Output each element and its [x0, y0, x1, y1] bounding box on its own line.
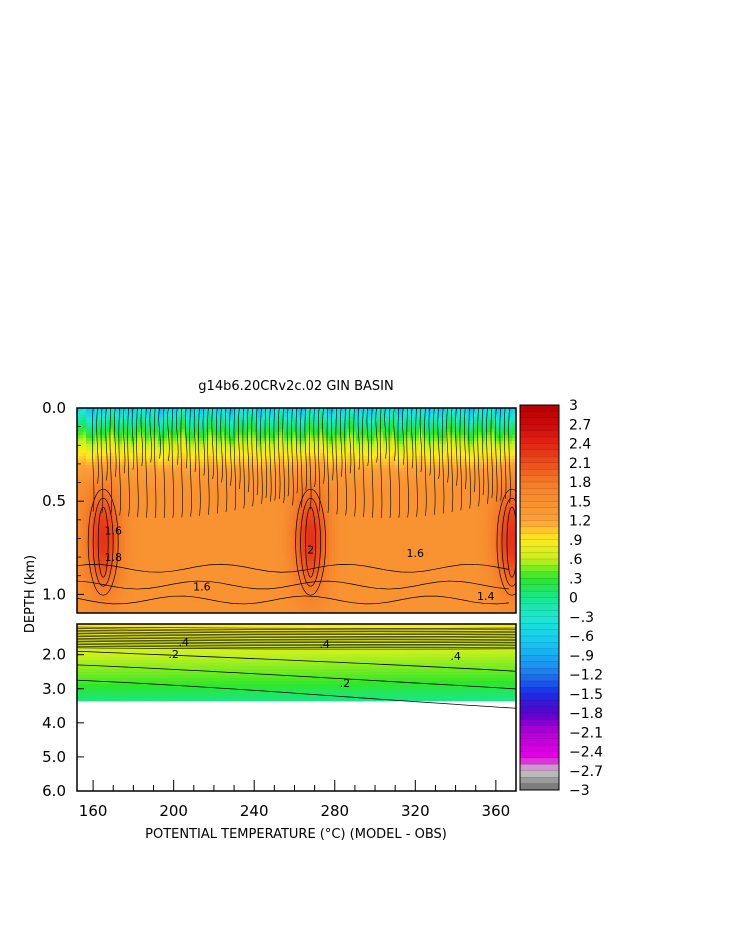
lower-contour-lines: .4.2.4.4.2 [77, 626, 516, 709]
colorbar-label: −2.4 [569, 745, 603, 761]
x-tick-label: 240 [240, 802, 269, 820]
contour-label: 2 [307, 543, 314, 556]
y-tick-label: 3.0 [42, 680, 66, 698]
colorbar-swatches [519, 404, 560, 791]
contour-label: 1.6 [407, 547, 425, 560]
y-tick-label: 0.5 [42, 492, 66, 510]
colorbar-label: .6 [569, 552, 582, 568]
colorbar-label: −2.1 [569, 725, 603, 741]
colorbar-label: −2.7 [569, 764, 603, 780]
contour-label: .4 [178, 636, 189, 649]
colorbar-label: 2.4 [569, 437, 591, 453]
colorbar-label: .3 [569, 571, 582, 587]
colorbar-label: −.6 [569, 629, 594, 645]
chart-title: g14b6.20CRv2c.02 GIN BASIN [198, 379, 393, 394]
x-tick-label: 280 [320, 802, 349, 820]
colorbar-label: −1.8 [569, 706, 603, 722]
x-tick-label: 320 [401, 802, 430, 820]
colorbar-label: 1.2 [569, 514, 591, 530]
colorbar-label: −1.2 [569, 668, 603, 684]
contour-label: .4 [450, 650, 461, 663]
colorbar-label: −3 [569, 783, 590, 799]
y-axis-label: DEPTH (km) [23, 555, 38, 633]
colorbar-label: −.3 [569, 610, 594, 626]
contour-label: .4 [319, 638, 330, 651]
contour-label: .2 [340, 677, 351, 690]
y-tick-label: 2.0 [42, 646, 66, 664]
x-tick-label: 160 [79, 802, 108, 820]
colorbar-label: 2.7 [569, 417, 591, 433]
colorbar-label: −.9 [569, 648, 594, 664]
colorbar: 3 2.7 2.4 2.1 1.8 1.5 1.2 .9 .6 .3 0 −.3 −.6 −.9 −1.2 −… [519, 398, 603, 799]
y-axis: 0.0 0.5 1.0 2.0 3.0 4.0 5.0 6.0 [42, 399, 84, 800]
colorbar-labels: 3 2.7 2.4 2.1 1.8 1.5 1.2 .9 .6 .3 0 −.3 −.6 −.9 −1.2 −… [569, 398, 603, 799]
y-tick-label: 1.0 [42, 585, 66, 603]
x-tick-label: 200 [159, 802, 188, 820]
contour-label: 1.6 [193, 581, 211, 594]
y-tick-label: 6.0 [42, 782, 66, 800]
x-tick-label: 360 [482, 802, 511, 820]
y-tick-label: 0.0 [42, 399, 66, 417]
colorbar-label: 2.1 [569, 456, 591, 472]
contour-label: 1.4 [477, 590, 495, 603]
colorbar-label: −1.5 [569, 687, 603, 703]
upper-panel-frame [76, 407, 517, 614]
upper-panel: 1.6 1.8 1.6 1.6 1.4 2 [76, 407, 517, 614]
colorbar-label: 0 [569, 591, 578, 607]
contour-label: 1.6 [104, 525, 122, 538]
contour-label: 1.8 [104, 551, 122, 564]
x-axis-label: POTENTIAL TEMPERATURE (°C) (MODEL - OBS) [145, 827, 447, 842]
colorbar-label: 1.5 [569, 494, 591, 510]
x-axis: 160 200 240 280 320 360 [79, 780, 510, 820]
y-tick-label: 4.0 [42, 714, 66, 732]
y-tick-label: 5.0 [42, 748, 66, 766]
upper-contour-lines: 1.6 1.8 1.6 1.6 1.4 2 [77, 408, 516, 605]
lower-panel-frame [76, 623, 517, 792]
colorbar-label: 3 [569, 398, 578, 414]
lower-panel: .4.2.4.4.2 [76, 623, 517, 792]
colorbar-frame [519, 404, 560, 791]
colorbar-label: .9 [569, 533, 582, 549]
contour-label: .2 [168, 648, 179, 661]
colorbar-label: 1.8 [569, 475, 591, 491]
